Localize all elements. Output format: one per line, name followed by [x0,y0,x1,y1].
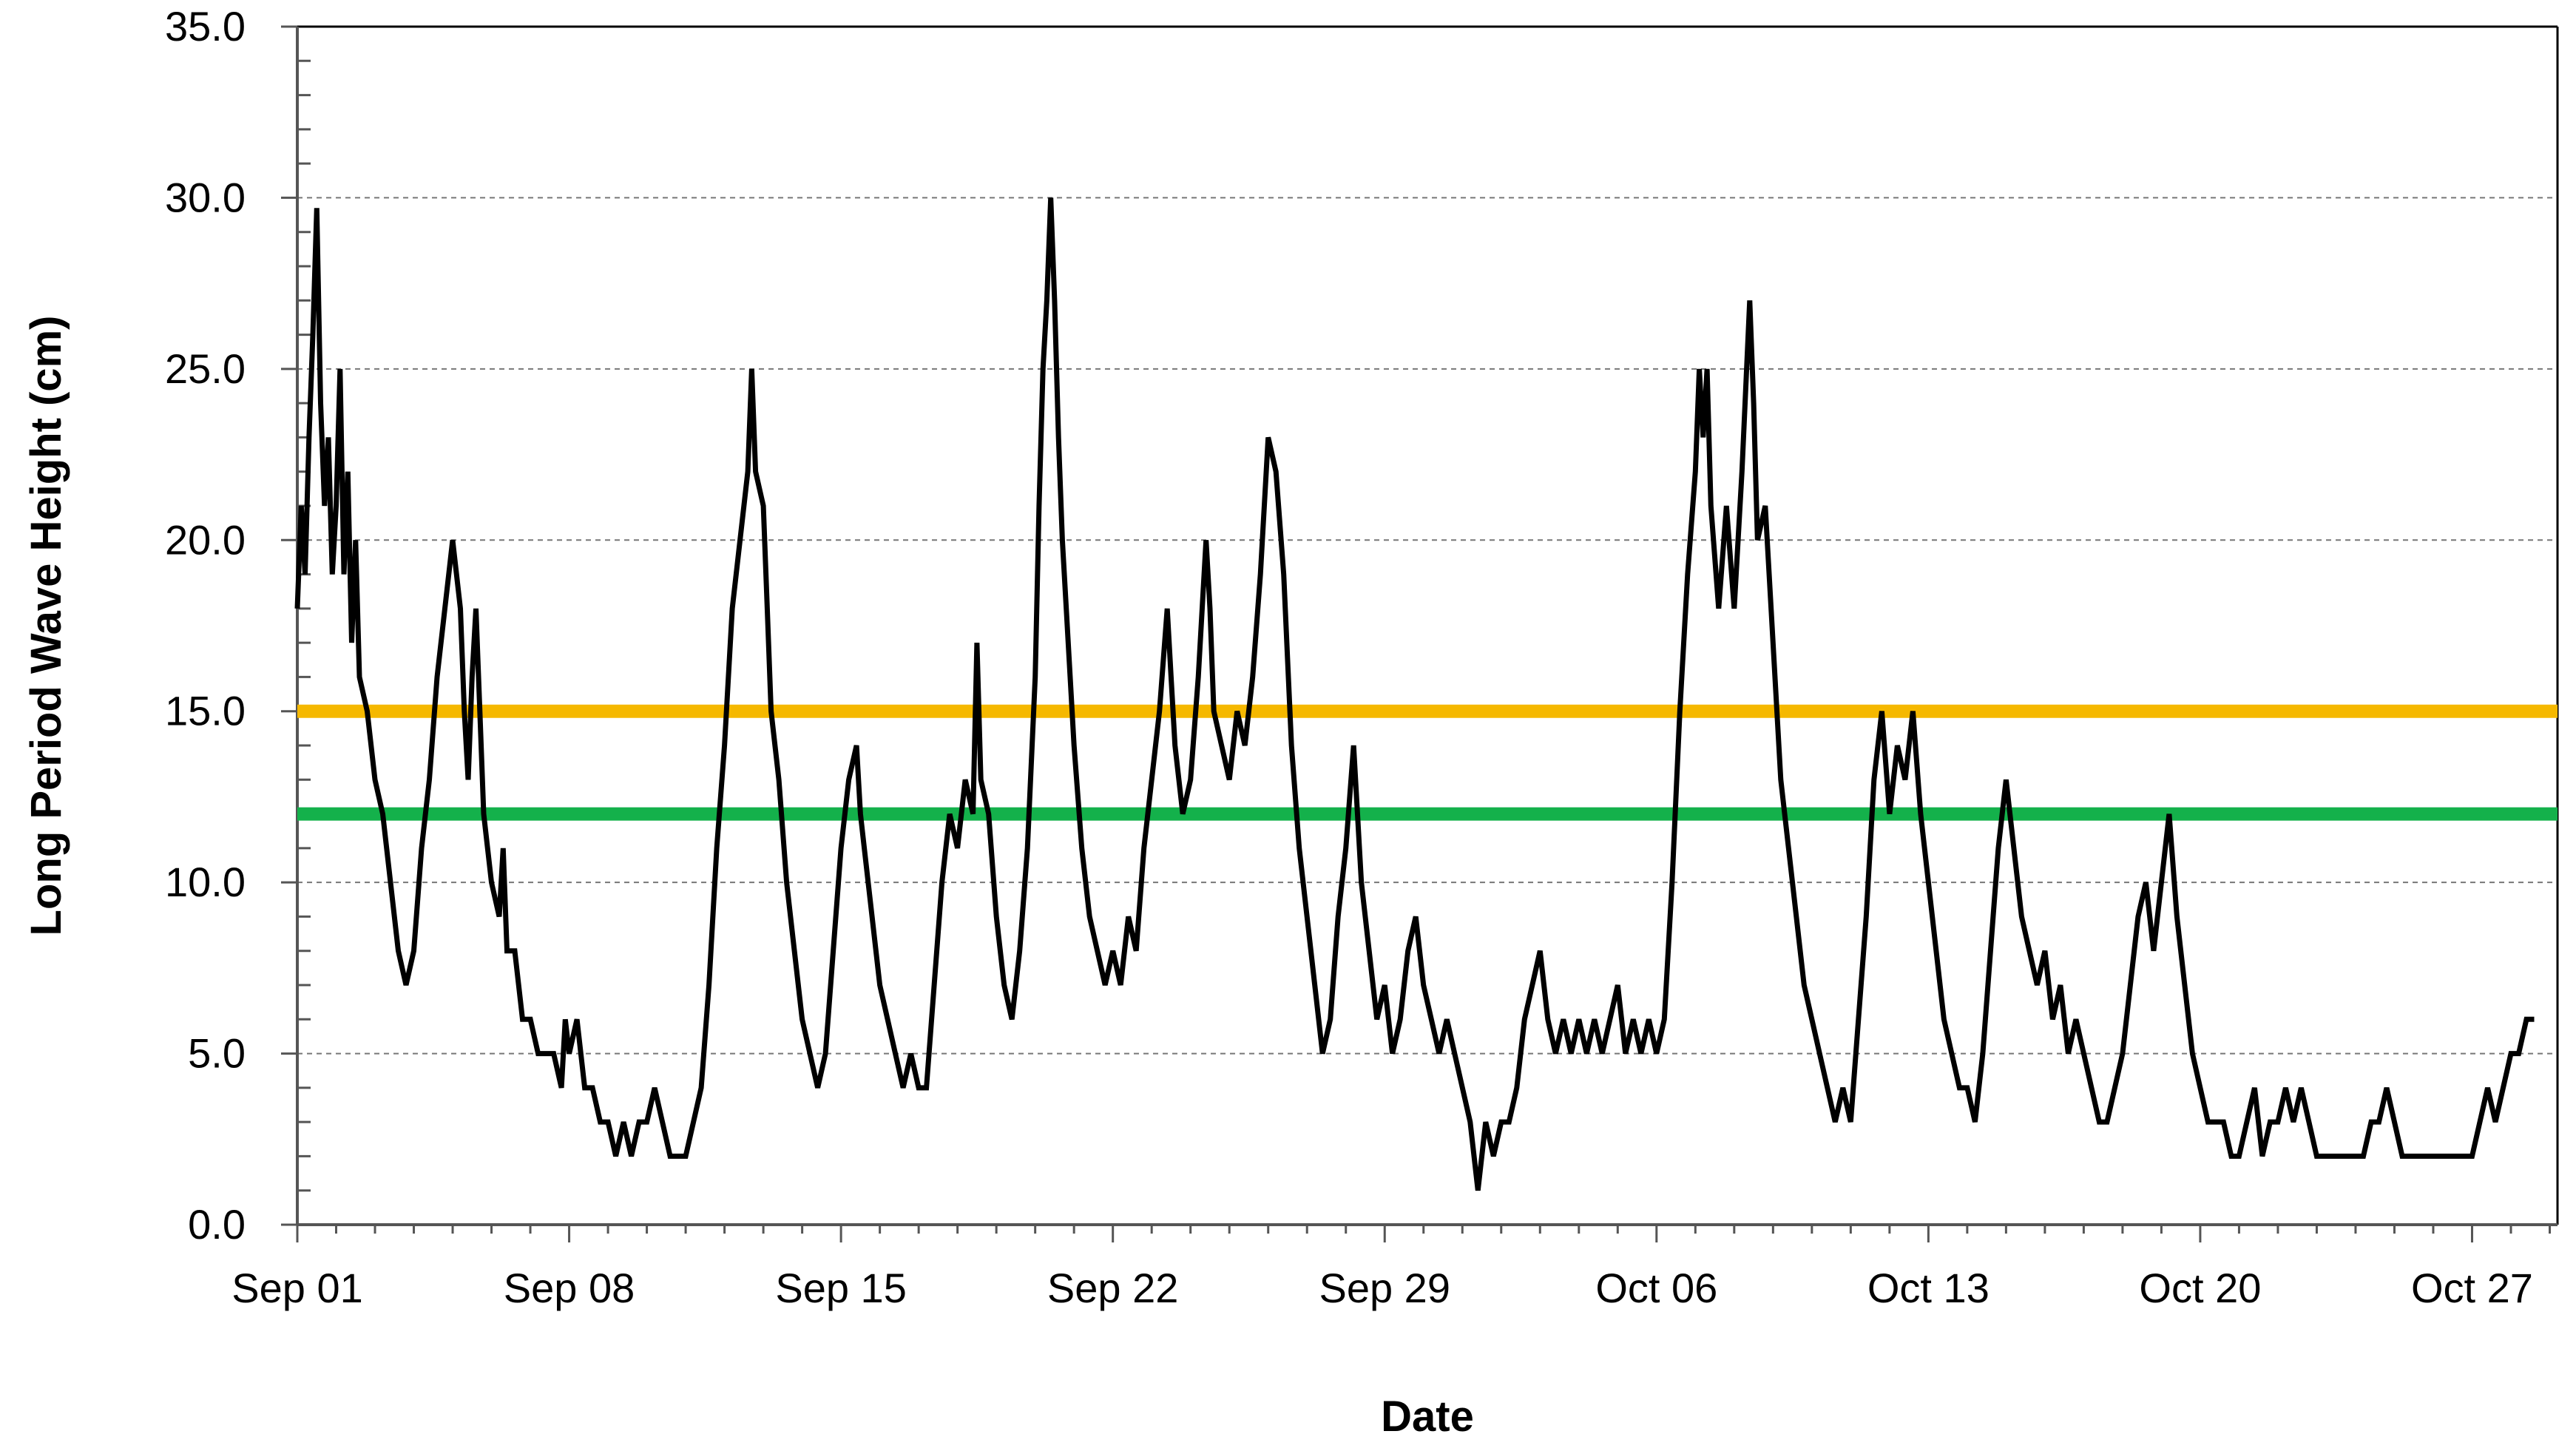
x-tick-label: Oct 06 [1595,1265,1717,1311]
y-tick-label: 35.0 [165,3,246,50]
x-tick-label: Sep 29 [1319,1265,1450,1311]
y-tick-label: 20.0 [165,516,246,563]
series-group [294,197,2535,1191]
y-tick-label: 25.0 [165,345,246,392]
y-axis-title: Long Period Wave Height (cm) [22,316,70,936]
threshold-lines [297,704,2558,821]
series-line [294,197,2535,1191]
x-tick-label: Sep 01 [231,1265,363,1311]
x-tick-label: Sep 15 [775,1265,907,1311]
x-tick-label: Sep 22 [1047,1265,1179,1311]
y-tick-labels: 0.0 5.0 10.0 15.0 20.0 25.0 30.0 35.0 [165,3,246,1248]
x-axis-title: Date [1381,1393,1474,1441]
x-tick-labels: Sep 01 Sep 08 Sep 15 Sep 22 Sep 29 Oct 06 Oct … [231,1265,2533,1311]
y-tick-label: 5.0 [188,1030,246,1077]
y-tick-label: 0.0 [188,1201,246,1248]
x-tick-label: Sep 08 [504,1265,635,1311]
y-tick-label: 10.0 [165,859,246,905]
axes [281,25,2559,1242]
x-tick-label: Oct 27 [2411,1265,2533,1311]
y-tick-label: 30.0 [165,174,246,220]
x-tick-label: Oct 13 [1867,1265,1990,1311]
x-tick-label: Oct 20 [2139,1265,2261,1311]
y-tick-label: 15.0 [165,688,246,734]
